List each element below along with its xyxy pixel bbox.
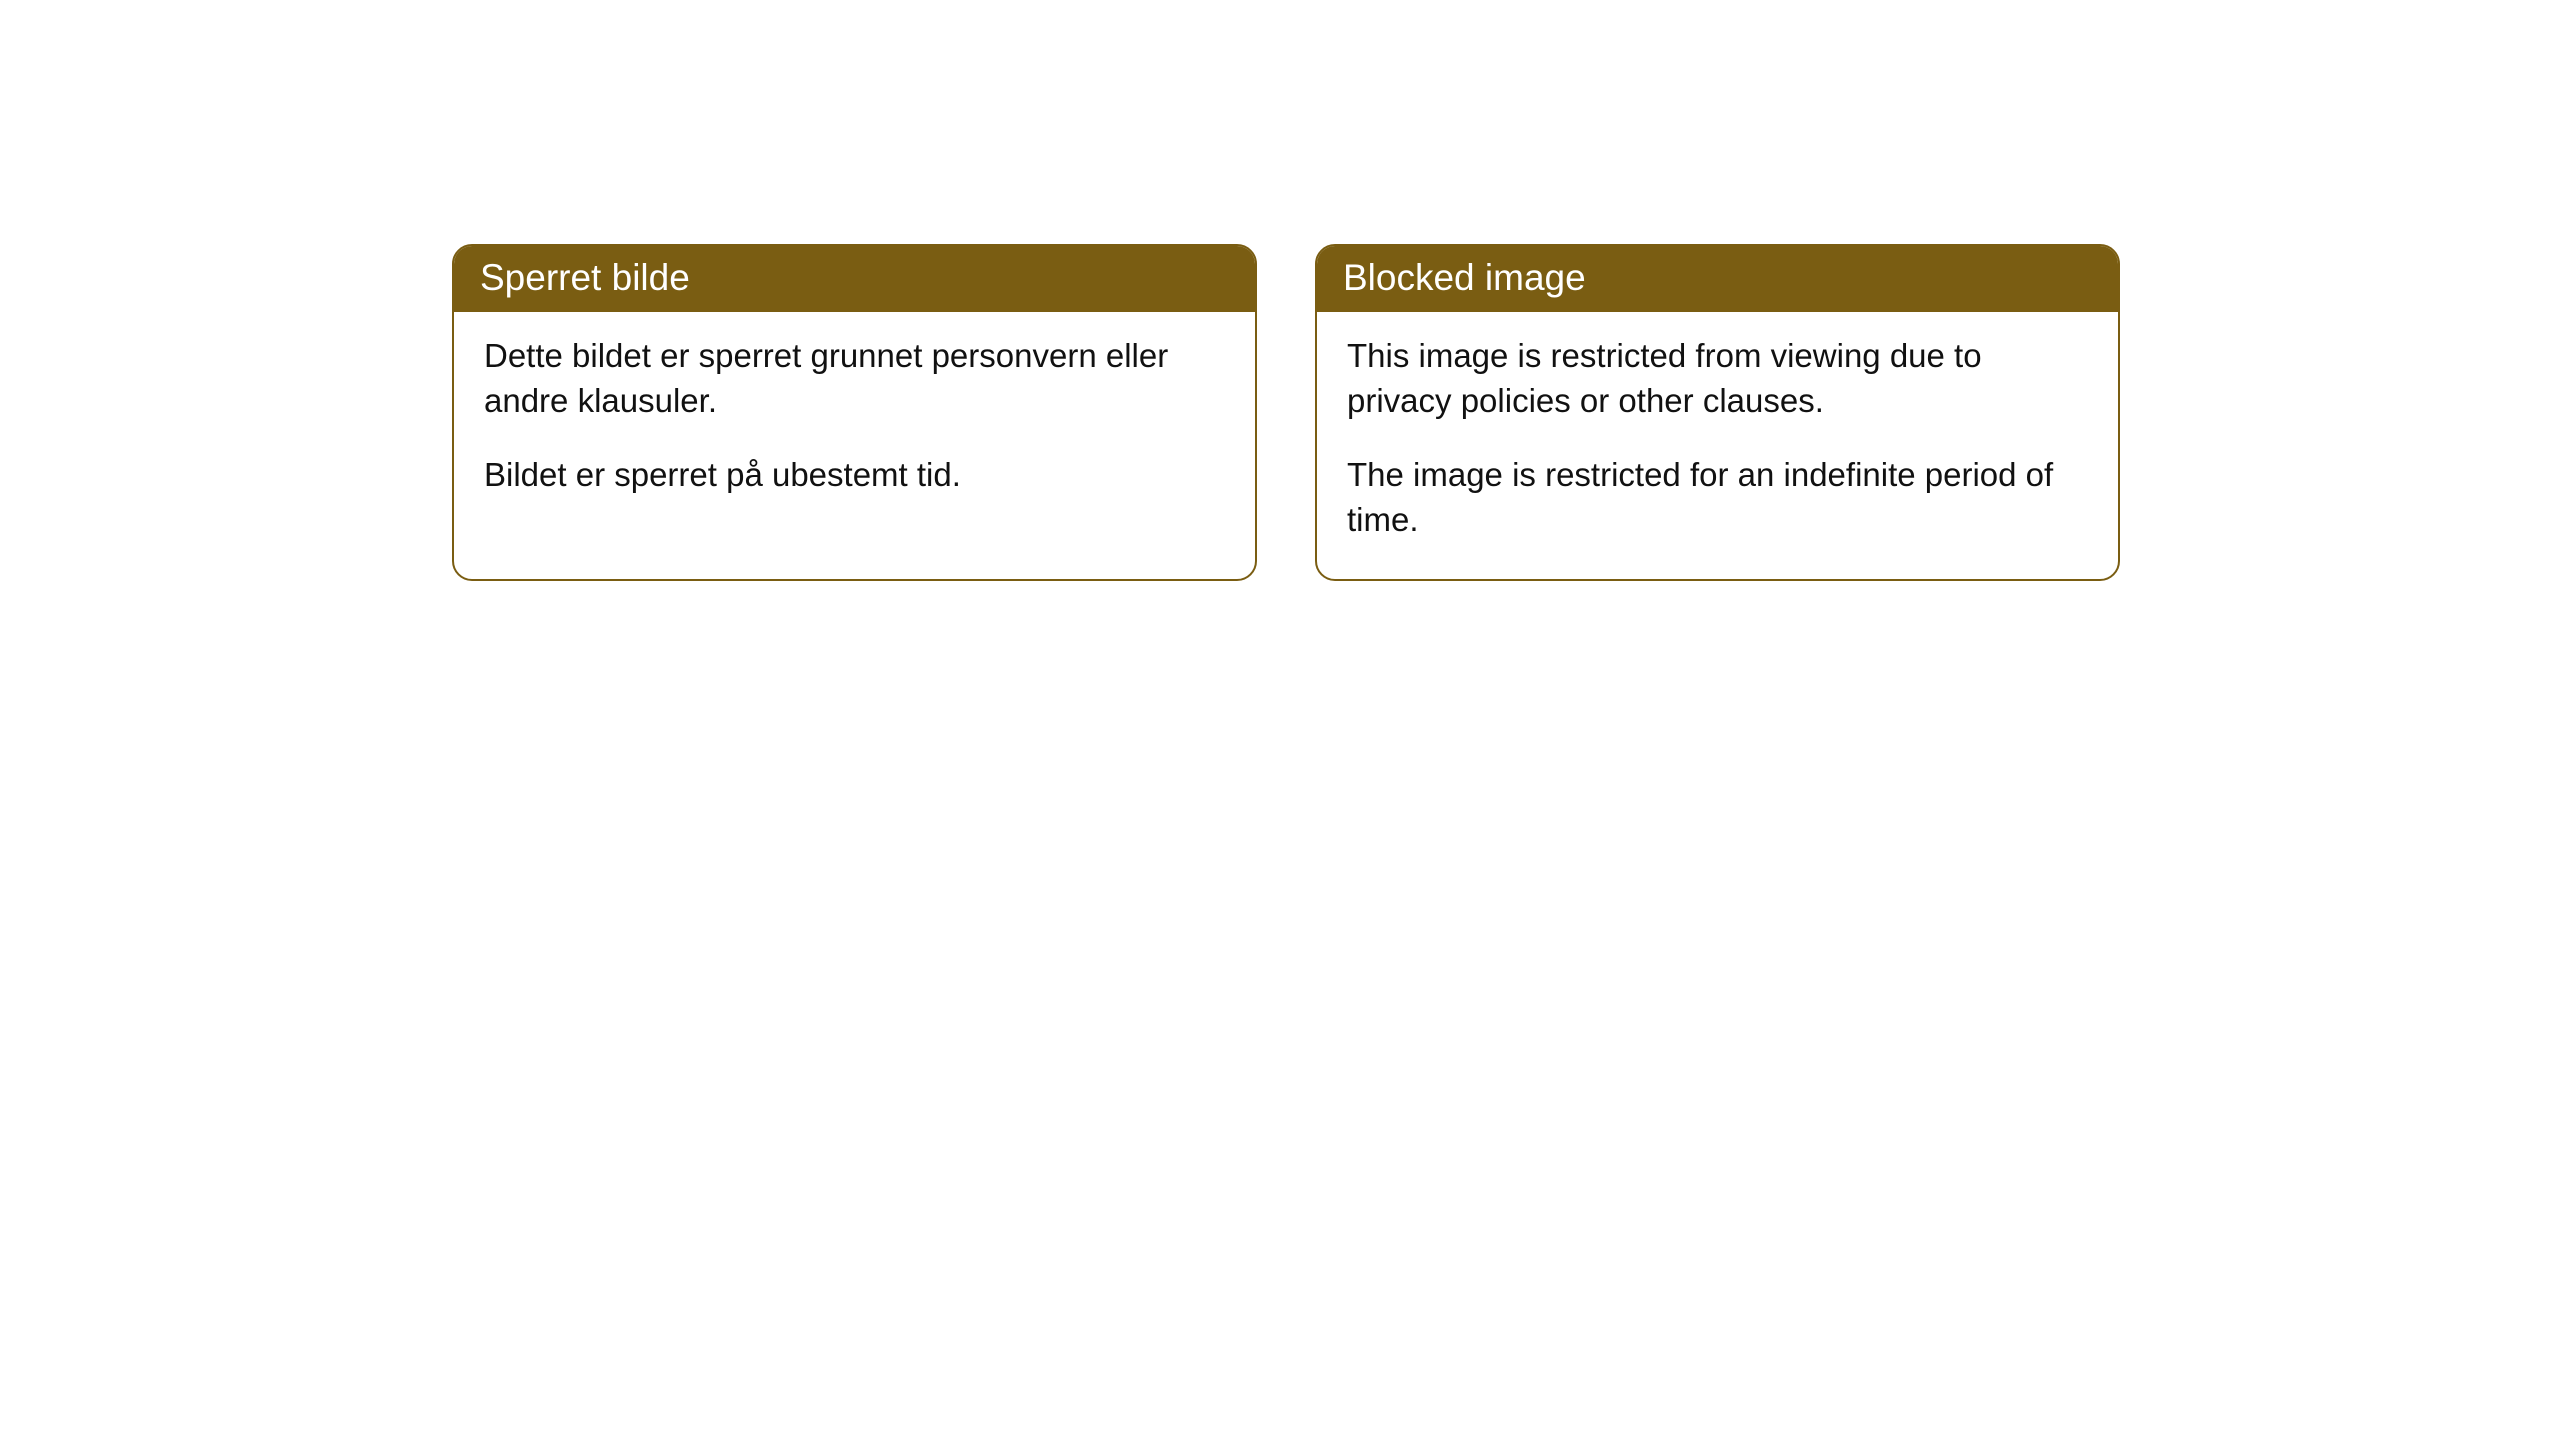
- notice-header: Sperret bilde: [454, 246, 1255, 312]
- notice-body: Dette bildet er sperret grunnet personve…: [454, 312, 1255, 534]
- notice-paragraph: Dette bildet er sperret grunnet personve…: [484, 334, 1225, 423]
- notice-body: This image is restricted from viewing du…: [1317, 312, 2118, 578]
- notice-header: Blocked image: [1317, 246, 2118, 312]
- notice-card-norwegian: Sperret bilde Dette bildet er sperret gr…: [452, 244, 1257, 581]
- notice-paragraph: Bildet er sperret på ubestemt tid.: [484, 453, 1225, 498]
- notice-paragraph: This image is restricted from viewing du…: [1347, 334, 2088, 423]
- notice-card-english: Blocked image This image is restricted f…: [1315, 244, 2120, 581]
- notice-container: Sperret bilde Dette bildet er sperret gr…: [0, 0, 2560, 581]
- notice-paragraph: The image is restricted for an indefinit…: [1347, 453, 2088, 542]
